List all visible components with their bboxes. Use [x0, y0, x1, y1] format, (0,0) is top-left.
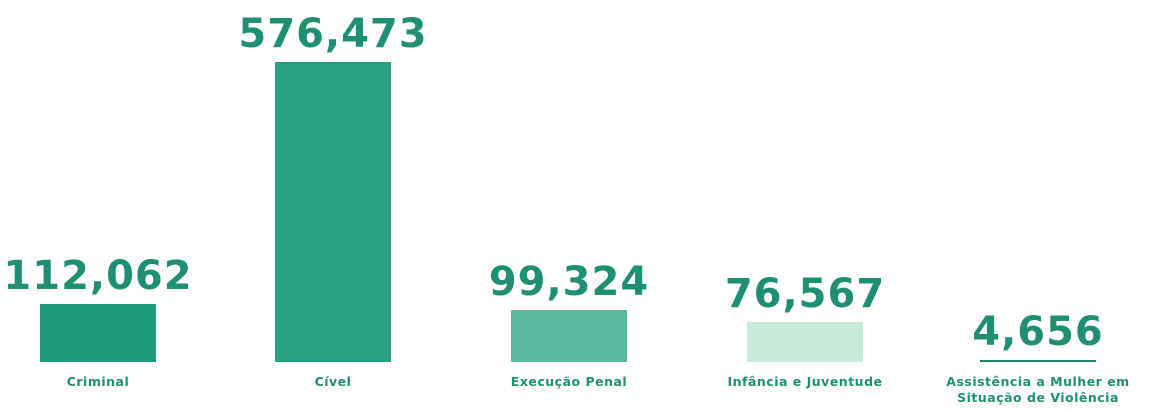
value-label: 99,324 — [488, 259, 650, 306]
value-label: 4,656 — [972, 308, 1104, 355]
category-label: Criminal — [66, 374, 130, 389]
category-label: Cível — [314, 374, 352, 389]
value-label: 112,062 — [3, 252, 193, 299]
bar — [511, 310, 627, 362]
category-label: Assistência a Mulher em Situação de Viol… — [946, 374, 1130, 406]
bar — [980, 359, 1096, 362]
bar — [275, 62, 391, 362]
category-label: Infância e Juventude — [727, 374, 883, 389]
bar — [40, 303, 156, 362]
value-label: 76,567 — [724, 271, 886, 318]
value-label: 576,473 — [238, 11, 428, 57]
category-label: Execução Penal — [510, 374, 628, 389]
bar — [747, 322, 863, 362]
